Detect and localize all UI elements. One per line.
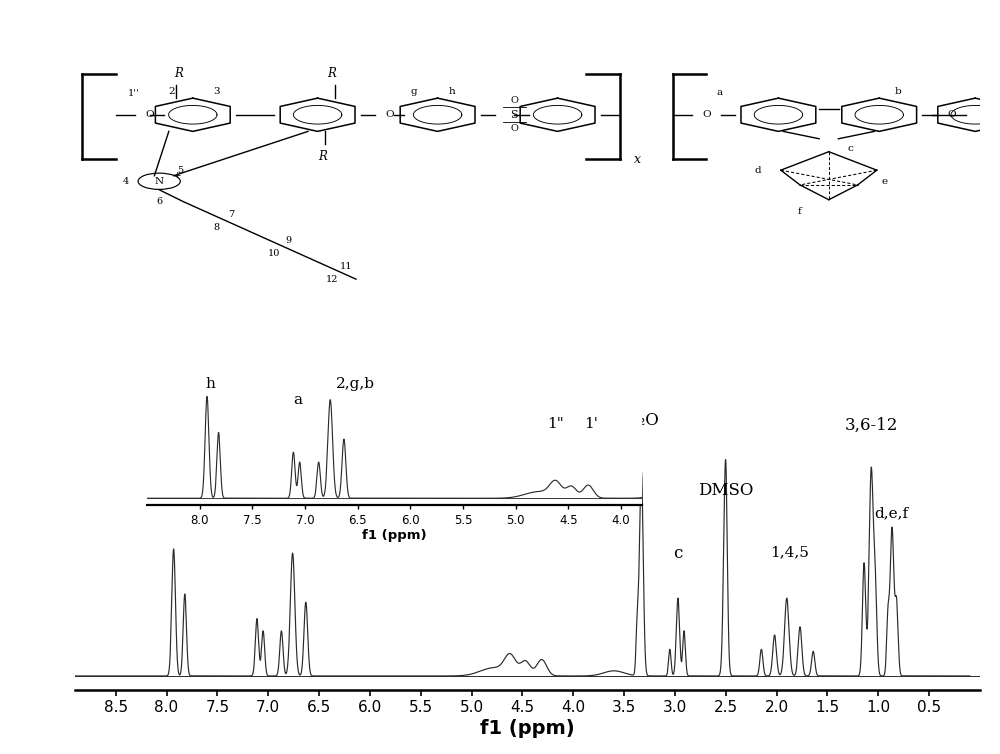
Text: 6: 6 <box>156 197 162 206</box>
Text: c: c <box>848 144 854 153</box>
Text: d: d <box>755 166 762 175</box>
Text: N: N <box>155 176 164 185</box>
Text: 8: 8 <box>214 223 220 232</box>
Text: H₂O: H₂O <box>624 412 659 429</box>
Text: 1'': 1'' <box>128 89 140 98</box>
Text: DMSO: DMSO <box>698 482 753 499</box>
Text: 4: 4 <box>122 176 129 185</box>
Text: R: R <box>328 66 336 80</box>
Text: h: h <box>205 376 215 391</box>
Text: g: g <box>410 87 417 96</box>
X-axis label: f1 (ppm): f1 (ppm) <box>480 719 575 738</box>
Text: O: O <box>947 110 956 119</box>
Text: f: f <box>798 207 802 216</box>
Text: 5: 5 <box>177 166 183 175</box>
Text: R: R <box>174 66 183 80</box>
Text: a: a <box>717 88 723 97</box>
Text: R: R <box>318 150 327 163</box>
Text: 11: 11 <box>340 262 353 271</box>
Text: e: e <box>882 176 888 185</box>
Text: O: O <box>385 110 394 119</box>
Text: h: h <box>449 87 455 96</box>
Text: O: O <box>510 124 518 133</box>
Text: O: O <box>510 97 518 106</box>
Text: 2,g,b: 2,g,b <box>336 376 375 391</box>
Text: S: S <box>511 110 518 120</box>
Text: 12: 12 <box>326 274 338 284</box>
Text: a: a <box>293 393 302 407</box>
Text: 9: 9 <box>286 236 292 245</box>
Text: c: c <box>673 545 683 562</box>
Text: 3,6-12: 3,6-12 <box>845 417 898 434</box>
Text: h: h <box>169 468 180 485</box>
Text: x: x <box>634 152 641 166</box>
Text: 10: 10 <box>268 249 281 258</box>
X-axis label: f1 (ppm): f1 (ppm) <box>362 529 427 541</box>
Text: 7: 7 <box>228 210 234 219</box>
Text: +: + <box>173 171 180 180</box>
Text: 2: 2 <box>168 87 175 96</box>
Text: 2,g,b: 2,g,b <box>275 468 318 485</box>
Text: 1,4,5: 1,4,5 <box>770 546 809 559</box>
Text: 1": 1" <box>547 417 564 431</box>
Text: 1': 1' <box>585 417 598 431</box>
Text: 3: 3 <box>213 87 220 96</box>
Text: b: b <box>895 87 902 96</box>
Text: d,e,f: d,e,f <box>874 506 909 520</box>
Text: O: O <box>145 110 154 119</box>
Text: O: O <box>702 110 711 119</box>
